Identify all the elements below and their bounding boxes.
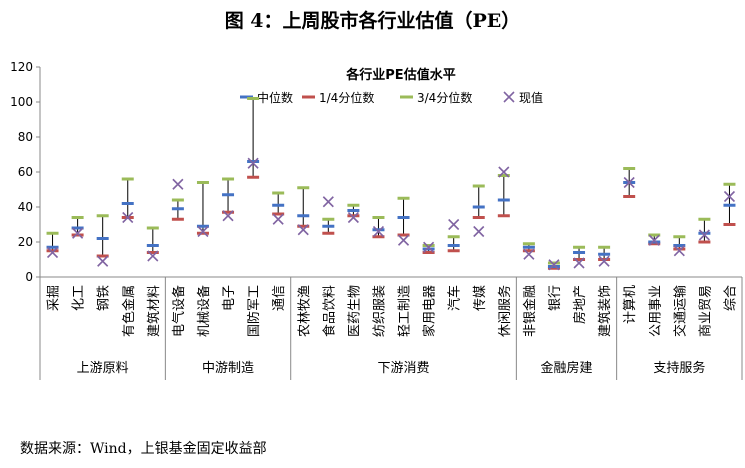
current-mark <box>147 250 159 262</box>
legend-label: 中位数 <box>257 90 293 105</box>
category-label: 房地产 <box>572 285 588 324</box>
category-label: 计算机 <box>623 285 638 324</box>
y-tick-label: 60 <box>18 165 33 179</box>
current-mark <box>573 257 585 269</box>
current-mark <box>322 196 334 208</box>
legend-marker <box>503 91 515 103</box>
data-source: 数据来源：Wind，上银基金固定收益部 <box>20 441 267 457</box>
current-mark <box>172 178 184 190</box>
category-label: 商业贸易 <box>698 285 713 337</box>
current-mark <box>397 234 410 246</box>
current-mark <box>122 211 134 224</box>
current-mark <box>347 211 359 224</box>
category-label: 有色金属 <box>121 285 137 337</box>
y-tick-label: 20 <box>18 235 33 249</box>
current-mark <box>523 248 535 260</box>
current-mark <box>723 190 736 203</box>
category-label: 轻工制造 <box>398 285 413 337</box>
category-label: 机械设备 <box>196 285 212 337</box>
category-label: 医药生物 <box>347 285 362 337</box>
current-mark <box>297 224 309 236</box>
current-mark <box>598 255 610 267</box>
category-label: 电气设备 <box>171 285 187 337</box>
current-mark <box>623 176 635 189</box>
category-label: 化工 <box>72 285 87 311</box>
category-label: 食品饮料 <box>321 285 337 337</box>
current-mark <box>72 227 84 239</box>
category-label: 综合 <box>723 285 738 311</box>
category-label: 建筑材料 <box>146 285 162 337</box>
legend-label: 1/4分位数 <box>319 90 374 105</box>
category-label: 家用电器 <box>422 285 438 337</box>
current-mark <box>272 213 284 225</box>
current-mark <box>46 246 59 259</box>
current-mark <box>247 157 259 169</box>
legend-label: 3/4分位数 <box>417 90 472 105</box>
group-label: 金融房建 <box>540 360 592 376</box>
y-tick-label: 80 <box>18 130 33 144</box>
category-label: 钢铁 <box>97 285 112 311</box>
chart-title: 各行业PE估值水平 <box>345 67 455 83</box>
current-mark <box>698 229 710 241</box>
current-mark <box>97 255 109 267</box>
group-label: 上游原料 <box>77 361 129 376</box>
category-label: 通信 <box>272 285 287 311</box>
category-label: 电子 <box>222 285 237 311</box>
category-label: 汽车 <box>447 285 463 311</box>
category-label: 银行 <box>548 285 563 311</box>
current-mark <box>498 166 510 178</box>
category-label: 农林牧渔 <box>297 285 312 337</box>
y-tick-label: 120 <box>10 60 33 74</box>
category-label: 公用事业 <box>648 285 663 337</box>
current-mark <box>222 210 234 222</box>
current-mark <box>673 245 685 257</box>
y-tick-label: 100 <box>10 95 33 109</box>
category-label: 纺织服装 <box>372 285 387 337</box>
group-label: 下游消费 <box>378 361 430 376</box>
current-mark <box>648 234 660 246</box>
category-label: 建筑装饰 <box>597 285 613 337</box>
category-label: 休闲服务 <box>497 285 513 337</box>
group-label: 中游制造 <box>202 361 254 376</box>
current-mark <box>548 259 560 271</box>
current-mark <box>197 225 209 238</box>
current-mark <box>448 218 460 231</box>
current-mark <box>372 225 385 238</box>
y-tick-label: 0 <box>25 270 33 284</box>
category-label: 采掘 <box>47 285 62 311</box>
category-label: 交通运输 <box>672 285 688 337</box>
current-mark <box>473 225 485 238</box>
current-mark <box>423 241 435 253</box>
category-label: 传媒 <box>473 285 488 311</box>
group-label: 支持服务 <box>653 360 705 376</box>
legend-label: 现值 <box>519 90 543 105</box>
y-tick-label: 40 <box>18 200 33 214</box>
figure-title: 图 4：上周股市各行业估值（PE） <box>224 10 521 32</box>
category-label: 非银金融 <box>522 285 538 337</box>
category-label: 国防军工 <box>246 285 262 337</box>
